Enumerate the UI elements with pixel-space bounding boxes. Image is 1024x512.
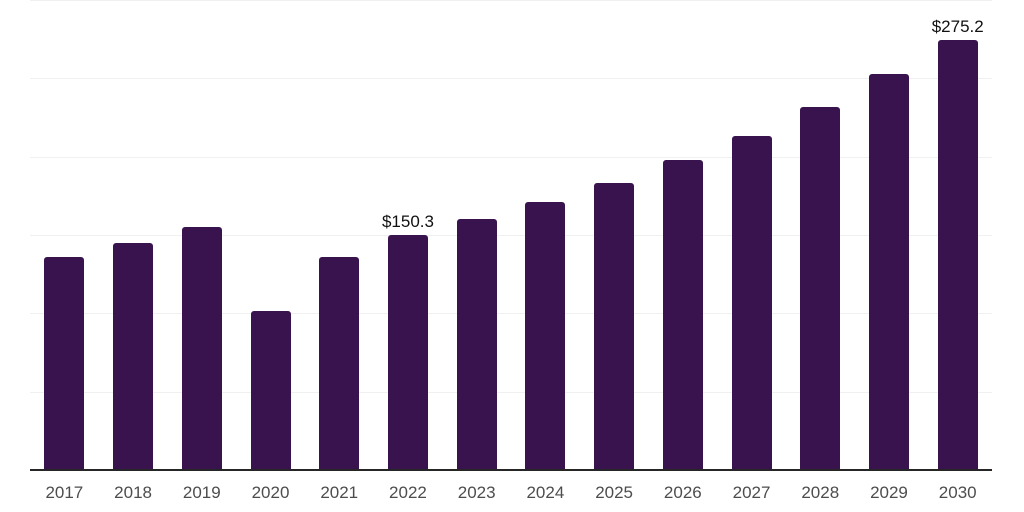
plot-area: $150.3 $275.2 <box>30 0 992 471</box>
x-tick-label-2028: 2028 <box>801 483 840 502</box>
gridline <box>30 235 992 236</box>
bar-2019[interactable] <box>181 227 222 470</box>
bar-band-2022: $150.3 <box>374 0 443 470</box>
x-tick-label-2026: 2026 <box>663 483 702 502</box>
x-tick-label-2021: 2021 <box>320 483 359 502</box>
x-tick-label-2019: 2019 <box>182 483 221 502</box>
bar-band-2029 <box>855 0 924 470</box>
x-tick-label-2020: 2020 <box>251 483 290 502</box>
gridline <box>30 78 992 80</box>
bar-band-2030: $275.2 <box>923 0 992 470</box>
bar-band-2020 <box>236 0 305 470</box>
bar-2018[interactable] <box>113 242 154 470</box>
bar-band-2017 <box>30 0 99 470</box>
x-tick-label-2022: 2022 <box>389 483 427 502</box>
x-tick-label-2023: 2023 <box>457 483 496 502</box>
bar-2020[interactable] <box>250 310 291 470</box>
bar-band-2025 <box>580 0 649 470</box>
bar-2029[interactable] <box>868 74 909 470</box>
x-axis-labels: 2017 2018 2019 2020 2021 2022 2023 2024 2025 2026… <box>30 471 992 501</box>
bar-band-2018 <box>99 0 168 470</box>
bar-2022[interactable]: $150.3 <box>382 213 434 470</box>
gridline <box>30 391 992 393</box>
bar-2017[interactable] <box>44 257 85 470</box>
bar-2024[interactable] <box>525 201 566 470</box>
x-tick-label-2024: 2024 <box>526 483 565 502</box>
x-tick-label-2029: 2029 <box>870 483 908 502</box>
x-tick-label-2027: 2027 <box>732 483 771 502</box>
x-tick-label-2025: 2025 <box>595 483 634 502</box>
bar-2028[interactable] <box>800 107 841 470</box>
bar-band-2019 <box>167 0 236 470</box>
bar-band-2021 <box>305 0 374 470</box>
gridline <box>30 0 992 1</box>
bar-2030[interactable]: $275.2 <box>932 18 984 470</box>
bar-2023[interactable] <box>456 219 497 470</box>
bar-2027[interactable] <box>731 135 772 470</box>
x-tick-label-2018: 2018 <box>114 483 152 502</box>
data-label-2022: $150.3 <box>381 212 434 231</box>
bar-band-2028 <box>786 0 855 470</box>
x-tick-label-2017: 2017 <box>45 483 84 502</box>
bar-2021[interactable] <box>319 257 360 470</box>
x-tick-label-2030: 2030 <box>938 483 977 502</box>
x-axis-line <box>30 469 992 471</box>
bar-band-2024 <box>511 0 580 470</box>
bar-band-2023 <box>442 0 511 470</box>
bar-band-2026 <box>648 0 717 470</box>
bar-2025[interactable] <box>594 182 635 470</box>
bars-container: $150.3 $275.2 <box>30 0 992 470</box>
gridline <box>30 313 992 315</box>
bar-2026[interactable] <box>662 160 703 470</box>
data-label-2030: $275.2 <box>931 16 984 36</box>
bar-band-2027 <box>717 0 786 470</box>
gridline <box>30 156 992 158</box>
